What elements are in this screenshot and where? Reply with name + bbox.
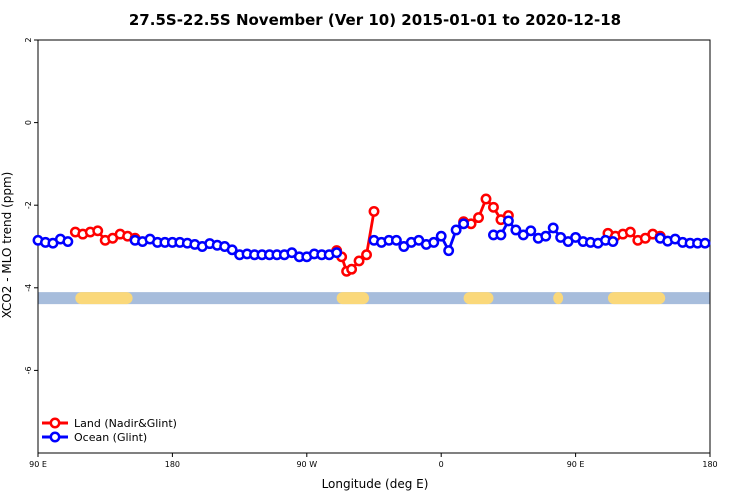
land-data-point bbox=[353, 255, 365, 267]
x-axis: 90 E 180 90 W 0 90 E 180 bbox=[29, 453, 718, 469]
ocean-data-point bbox=[390, 234, 402, 246]
y-axis: -6 -4 -2 0 2 bbox=[24, 37, 38, 374]
ocean-data-point bbox=[458, 218, 470, 230]
ocean-data-point bbox=[331, 247, 343, 259]
land-strip-0 bbox=[75, 292, 133, 305]
ocean-strip bbox=[38, 292, 710, 305]
y-tick-label: -6 bbox=[24, 366, 33, 374]
land-strip-3 bbox=[553, 292, 564, 305]
ocean-series bbox=[32, 215, 711, 263]
plot-frame bbox=[37, 39, 711, 454]
ocean-data-point bbox=[502, 215, 514, 227]
surface-strip bbox=[38, 292, 710, 305]
ocean-data-point bbox=[699, 237, 711, 249]
ocean-data-point bbox=[62, 236, 74, 247]
x-tick-label: 180 bbox=[702, 460, 717, 469]
y-tick-label: -2 bbox=[24, 201, 33, 209]
land-data-point bbox=[368, 205, 380, 217]
y-tick-label: 2 bbox=[24, 37, 33, 42]
ocean-data-point bbox=[428, 236, 440, 248]
ocean-data-point bbox=[226, 244, 238, 256]
land-data-point bbox=[361, 249, 372, 261]
chart-title: 27.5S-22.5S November (Ver 10) 2015-01-01… bbox=[129, 11, 621, 29]
y-tick-label: 0 bbox=[24, 120, 33, 125]
land-data-point bbox=[473, 212, 484, 224]
ocean-data-point bbox=[450, 224, 462, 236]
land-strip-1 bbox=[336, 292, 370, 305]
x-tick-label: 180 bbox=[165, 460, 180, 469]
ocean-data-point bbox=[443, 245, 455, 257]
land-data-point bbox=[624, 226, 636, 238]
legend-ocean-label: Ocean (Glint) bbox=[74, 431, 147, 444]
land-data-point bbox=[346, 263, 358, 275]
ocean-data-point bbox=[540, 230, 552, 242]
land-strip-4 bbox=[607, 292, 666, 305]
ocean-data-point bbox=[495, 229, 507, 241]
x-tick-label: 90 E bbox=[567, 460, 585, 469]
ocean-data-point bbox=[547, 222, 559, 234]
x-tick-label: 90 E bbox=[29, 460, 47, 469]
x-tick-label: 0 bbox=[439, 460, 444, 469]
ocean-data-point bbox=[435, 230, 447, 242]
ocean-data-point bbox=[510, 224, 522, 236]
ocean-data-point bbox=[607, 236, 619, 247]
legend-land-swatch-marker bbox=[49, 417, 61, 429]
x-axis-label: Longitude (deg E) bbox=[322, 477, 429, 491]
legend-land-label: Land (Nadir&Glint) bbox=[74, 417, 177, 430]
ocean-data-point bbox=[525, 225, 537, 237]
x-tick-label: 90 W bbox=[296, 460, 317, 469]
legend: Land (Nadir&Glint) Ocean (Glint) bbox=[42, 417, 177, 444]
y-tick-label: -4 bbox=[24, 284, 33, 292]
land-data-point bbox=[480, 193, 492, 205]
land-data-point bbox=[92, 225, 104, 237]
series-layer bbox=[32, 193, 711, 277]
land-strip-2 bbox=[463, 292, 494, 305]
y-axis-label: XCO2 - MLO trend (ppm) bbox=[0, 172, 14, 319]
legend-ocean-swatch-marker bbox=[49, 431, 61, 443]
land-data-point bbox=[488, 201, 499, 213]
